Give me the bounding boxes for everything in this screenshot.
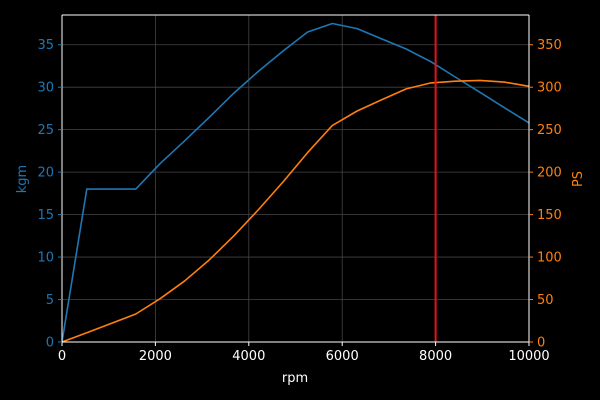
- grid-lines: [61, 15, 530, 343]
- y-axis-left-label: kgm: [15, 165, 30, 193]
- y-right-tick-label: 50: [537, 293, 554, 308]
- y-left-tick-label: 5: [46, 293, 54, 308]
- y-right-tick-label: 300: [537, 81, 562, 96]
- x-tick-label: 6000: [326, 349, 359, 364]
- series-line-left: [61, 22, 530, 343]
- series-layer: [61, 22, 530, 343]
- y-axis-right-label: PS: [571, 171, 586, 187]
- y-right-tick-label: 0: [537, 336, 545, 351]
- y-left-tick-label: 10: [37, 251, 54, 266]
- y-left-tick-label: 25: [37, 123, 54, 138]
- x-tick-label: 4000: [232, 349, 265, 364]
- y-right-tick-label: 150: [537, 208, 562, 223]
- y-right-tick-label: 250: [537, 123, 562, 138]
- x-tick-label: 10000: [508, 349, 549, 364]
- axes: [58, 14, 533, 346]
- y-left-tick-label: 30: [37, 81, 54, 96]
- x-axis-label: rpm: [282, 371, 308, 386]
- y-right-tick-label: 200: [537, 166, 562, 181]
- y-left-tick-label: 0: [46, 336, 54, 351]
- series-line-right: [61, 79, 530, 343]
- x-tick-label: 8000: [419, 349, 452, 364]
- x-tick-label: 0: [58, 349, 66, 364]
- y-right-tick-label: 350: [537, 38, 562, 53]
- y-right-tick-label: 100: [537, 251, 562, 266]
- y-left-tick-label: 20: [37, 166, 54, 181]
- tick-labels: 0 2000 4000 6000 8000 10000051015202530350501…: [37, 38, 561, 364]
- y-left-tick-label: 35: [37, 38, 54, 53]
- y-left-tick-label: 15: [37, 208, 54, 223]
- x-tick-label: 2000: [139, 349, 172, 364]
